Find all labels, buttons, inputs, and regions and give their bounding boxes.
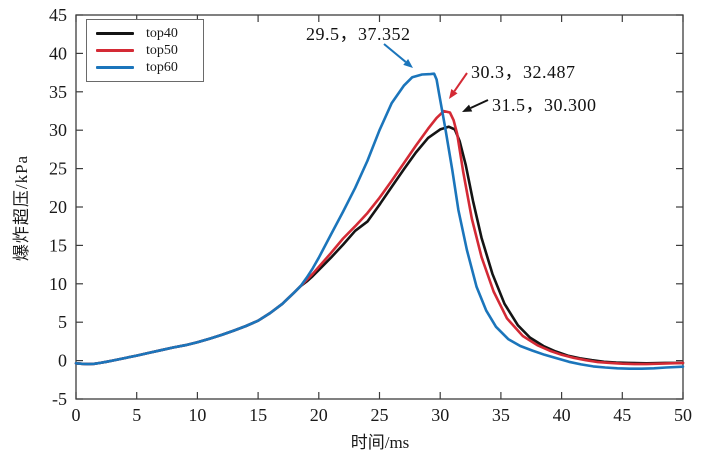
series-line-top60 <box>74 72 685 371</box>
x-tick-label: 50 <box>674 405 692 425</box>
y-tick-label: 5 <box>58 312 67 332</box>
y-tick-label: -5 <box>52 389 67 409</box>
legend-label-top60: top60 <box>146 59 178 75</box>
annotation-top60-peak: 29.5，37.352 <box>306 24 411 44</box>
annotation-arrow-line-top50 <box>453 72 468 92</box>
x-axis-title: 时间/ms <box>350 433 410 452</box>
legend-item-top40: top40 <box>96 25 195 42</box>
annotation-arrow-line-top40 <box>470 99 489 109</box>
x-tick-label: 30 <box>431 405 449 425</box>
x-tick-label: 10 <box>188 405 206 425</box>
legend-item-top60: top60 <box>96 59 195 76</box>
series-line-top40 <box>74 125 685 366</box>
y-tick-label: 30 <box>49 120 67 140</box>
y-tick-label: 10 <box>49 274 67 294</box>
annotation-arrowhead-top60 <box>403 59 413 68</box>
x-tick-label: 20 <box>310 405 328 425</box>
y-tick-label: 45 <box>49 5 67 25</box>
legend-label-top50: top50 <box>146 42 178 58</box>
legend-swatch-top40 <box>96 32 134 35</box>
x-tick-label: 25 <box>371 405 389 425</box>
y-tick-label: 25 <box>49 159 67 179</box>
legend-swatch-top60 <box>96 66 134 69</box>
legend-item-top50: top50 <box>96 42 195 59</box>
y-tick-label: 35 <box>49 82 67 102</box>
legend-label-top40: top40 <box>146 25 178 41</box>
annotation-top50-peak: 30.3，32.487 <box>471 62 576 82</box>
annotation-arrow-line-top60 <box>383 43 407 63</box>
legend-swatch-top50 <box>96 49 134 52</box>
x-tick-label: 5 <box>132 405 141 425</box>
x-tick-label: 45 <box>613 405 631 425</box>
x-tick-label: 40 <box>553 405 571 425</box>
x-tick-label: 35 <box>492 405 510 425</box>
annotation-arrowhead-top50 <box>449 89 458 99</box>
annotation-top40-peak: 31.5，30.300 <box>492 95 597 115</box>
x-tick-label: 0 <box>72 405 81 425</box>
y-axis-title: 爆炸超压/kPa <box>12 154 31 262</box>
x-tick-label: 15 <box>249 405 267 425</box>
y-tick-label: 0 <box>58 351 67 371</box>
y-tick-label: 15 <box>49 235 67 255</box>
annotation-arrowhead-top40 <box>462 104 473 112</box>
series-line-top50 <box>74 109 685 366</box>
y-tick-label: 40 <box>49 43 67 63</box>
y-tick-label: 20 <box>49 197 67 217</box>
legend: top40 top50 top60 <box>86 19 204 82</box>
